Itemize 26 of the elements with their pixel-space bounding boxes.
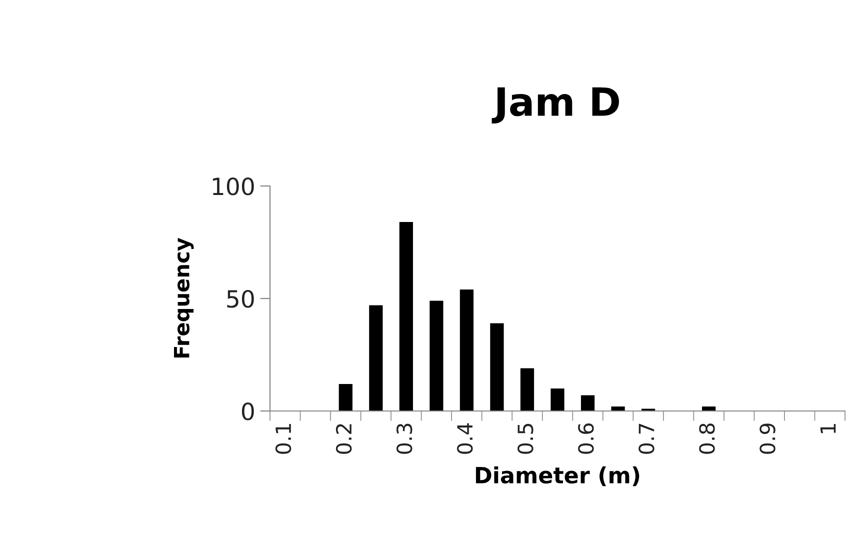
bar — [611, 406, 625, 411]
bar — [338, 384, 352, 411]
x-tick-label: 0.6 — [578, 423, 594, 454]
y-axis-title: Frequency — [174, 238, 194, 358]
y-tick-label: 0 — [242, 402, 254, 420]
bar — [430, 300, 444, 411]
x-tick-label: 0.5 — [518, 424, 534, 454]
x-tick-label: 0.3 — [396, 424, 412, 454]
bar — [460, 290, 474, 411]
y-tick-label: 50 — [227, 290, 254, 308]
x-tick-label: 0.7 — [638, 424, 654, 454]
x-tick-label: 0.2 — [336, 424, 352, 454]
y-tick-label: 100 — [212, 177, 254, 196]
x-tick-label: 0.4 — [456, 423, 473, 454]
bar — [490, 323, 504, 411]
bar — [369, 305, 383, 411]
x-tick-label: 0.9 — [760, 424, 776, 454]
x-tick-label: 0.8 — [699, 424, 715, 454]
x-tick-label: 0.1 — [275, 424, 292, 454]
bar — [520, 368, 534, 411]
bar — [399, 222, 413, 411]
x-tick-label: 1 — [820, 424, 836, 434]
bar — [550, 388, 564, 411]
x-axis-title: Diameter (m) — [476, 466, 640, 486]
chart-title: Jam D — [492, 87, 619, 124]
bar — [580, 395, 595, 411]
